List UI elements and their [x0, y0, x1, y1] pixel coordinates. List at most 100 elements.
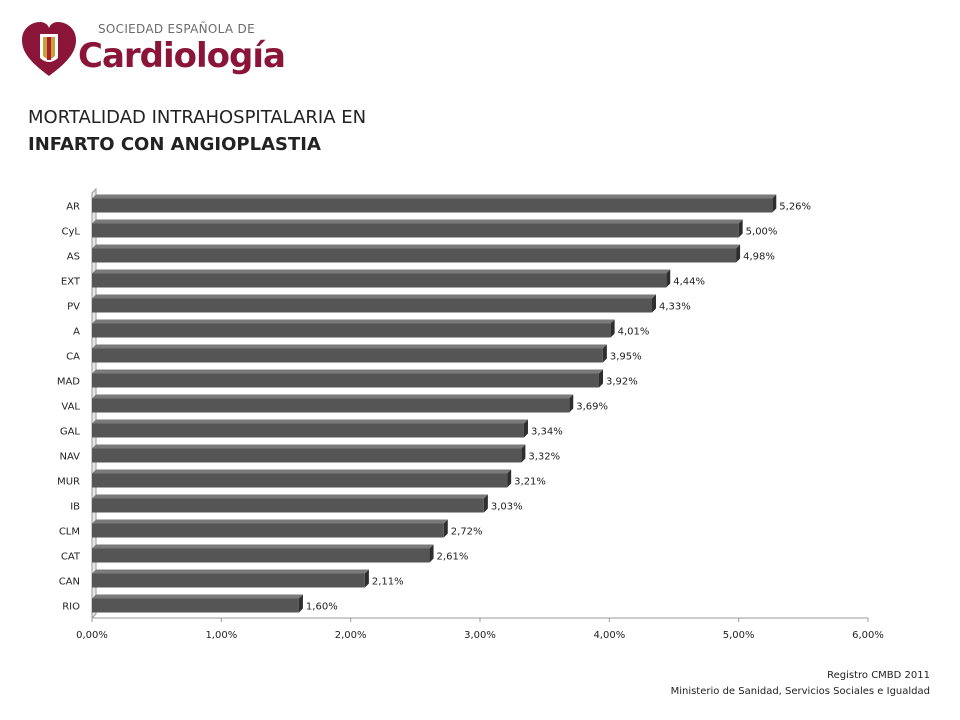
bar-top-face — [92, 419, 528, 424]
heart-logo-icon — [22, 22, 76, 76]
bar — [92, 523, 444, 538]
bar-top-face — [92, 344, 607, 349]
bar — [92, 398, 570, 413]
x-tick-label: 6,00% — [852, 630, 884, 641]
data-label: 4,33% — [659, 302, 691, 313]
bar-top-face — [92, 469, 512, 474]
bar-side-face — [569, 394, 574, 413]
bar — [92, 198, 773, 213]
bar-top-face — [92, 219, 743, 224]
data-label: 4,01% — [618, 327, 650, 338]
bar-side-face — [429, 544, 434, 563]
data-label: 3,21% — [514, 477, 546, 488]
bar — [92, 423, 524, 438]
data-label: 1,60% — [306, 602, 338, 613]
data-label: 4,98% — [743, 252, 775, 263]
bar-side-face — [666, 269, 671, 288]
title-line-2: INFARTO CON ANGIOPLASTIA — [28, 134, 321, 155]
bar-top-face — [92, 494, 488, 499]
bar-top-face — [92, 369, 603, 374]
source-line-1: Registro CMBD 2011 — [827, 670, 930, 681]
bar-top-face — [92, 519, 448, 524]
logo-cardiologia-text: Cardiología — [78, 36, 286, 76]
x-tick-label: 1,00% — [205, 630, 237, 641]
bar-side-face — [736, 244, 741, 263]
category-label: MAD — [57, 377, 80, 388]
bar-top-face — [92, 269, 671, 274]
bar — [92, 448, 522, 463]
data-label: 3,69% — [576, 402, 608, 413]
bar-side-face — [652, 294, 657, 313]
bar-side-face — [298, 594, 303, 613]
category-label: CyL — [62, 227, 81, 238]
bar-side-face — [483, 494, 488, 513]
bar — [92, 573, 365, 588]
page-title: MORTALIDAD INTRAHOSPITALARIA EN INFARTO … — [28, 104, 366, 158]
source-line-2: Ministerio de Sanidad, Servicios Sociale… — [670, 686, 930, 697]
source-note: Registro CMBD 2011 Ministerio de Sanidad… — [671, 668, 930, 700]
x-tick-label: 4,00% — [593, 630, 625, 641]
data-label: 2,72% — [451, 527, 483, 538]
bar-side-face — [602, 344, 607, 363]
category-label: AR — [66, 202, 80, 213]
bar-side-face — [772, 194, 777, 213]
bar-top-face — [92, 444, 526, 449]
bar-side-face — [443, 519, 448, 538]
bar — [92, 373, 599, 388]
category-label: A — [73, 327, 80, 338]
bar — [92, 498, 484, 513]
bar-side-face — [738, 219, 743, 238]
bar — [92, 248, 737, 263]
data-label: 3,95% — [610, 352, 642, 363]
category-label: PV — [67, 302, 80, 313]
bar — [92, 348, 603, 363]
category-label: RIO — [62, 602, 80, 613]
bar-side-face — [521, 444, 526, 463]
bar-side-face — [610, 319, 615, 338]
bar-top-face — [92, 319, 615, 324]
bar-side-face — [364, 569, 369, 588]
bar-top-face — [92, 569, 369, 574]
category-label: VAL — [61, 402, 80, 413]
category-label: EXT — [61, 277, 81, 288]
bar-top-face — [92, 194, 777, 199]
data-label: 4,44% — [673, 277, 705, 288]
bar — [92, 298, 653, 313]
category-label: IB — [70, 502, 80, 513]
data-label: 3,34% — [531, 427, 563, 438]
data-label: 3,92% — [606, 377, 638, 388]
data-label: 5,00% — [746, 227, 778, 238]
category-label: AS — [67, 252, 80, 263]
bar — [92, 473, 508, 488]
data-label: 3,03% — [491, 502, 523, 513]
data-label: 5,26% — [779, 202, 811, 213]
bar-top-face — [92, 594, 303, 599]
category-label: CAT — [61, 552, 81, 563]
category-label: NAV — [59, 452, 80, 463]
bar-top-face — [92, 544, 434, 549]
category-label: CLM — [59, 527, 80, 538]
data-label: 2,61% — [437, 552, 469, 563]
x-tick-label: 3,00% — [464, 630, 496, 641]
category-label: CAN — [59, 577, 80, 588]
bar-top-face — [92, 294, 657, 299]
bar-top-face — [92, 394, 574, 399]
logo-society-text: SOCIEDAD ESPAÑOLA DE — [98, 22, 255, 36]
bar-side-face — [598, 369, 603, 388]
bar — [92, 223, 739, 238]
bar-side-face — [523, 419, 528, 438]
bar — [92, 548, 430, 563]
bar — [92, 598, 299, 613]
x-tick-label: 5,00% — [723, 630, 755, 641]
title-line-1: MORTALIDAD INTRAHOSPITALARIA EN — [28, 107, 367, 128]
x-tick-label: 0,00% — [76, 630, 108, 641]
data-label: 3,32% — [528, 452, 560, 463]
category-label: GAL — [60, 427, 81, 438]
bar — [92, 323, 611, 338]
x-tick-label: 2,00% — [335, 630, 367, 641]
bar-side-face — [507, 469, 512, 488]
bar — [92, 273, 667, 288]
bar-top-face — [92, 244, 741, 249]
data-label: 2,11% — [372, 577, 404, 588]
